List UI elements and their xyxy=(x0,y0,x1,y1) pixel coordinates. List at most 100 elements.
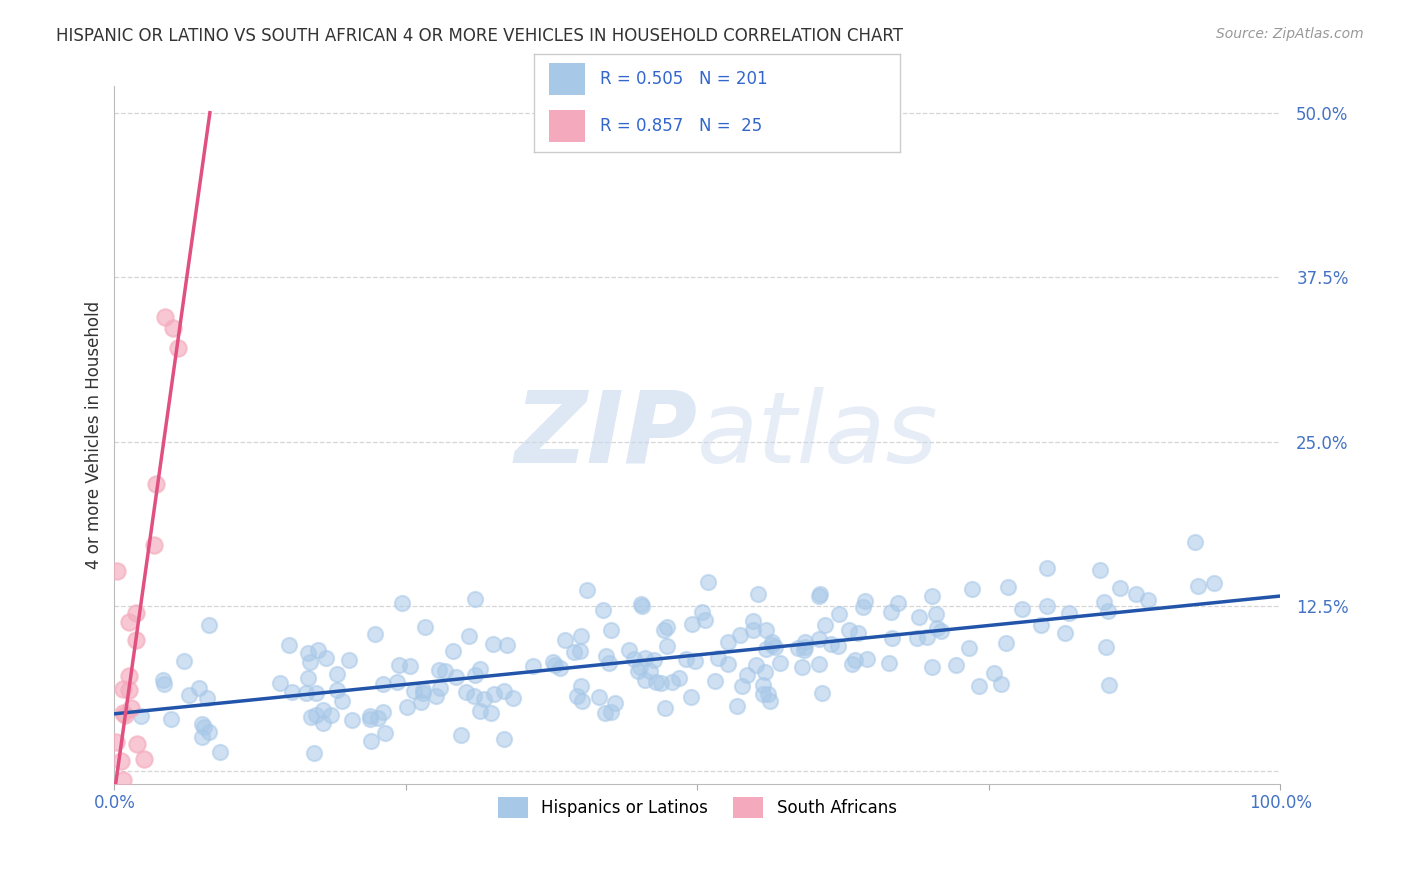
Point xyxy=(810,685,832,699)
Point xyxy=(761,635,783,649)
Point xyxy=(402,684,425,698)
Point xyxy=(924,607,946,621)
Point xyxy=(605,696,627,710)
Point xyxy=(330,694,353,708)
Point xyxy=(1098,678,1121,692)
Point xyxy=(619,643,641,657)
Point xyxy=(131,709,153,723)
Point xyxy=(807,632,830,647)
Point xyxy=(630,599,652,613)
Point xyxy=(297,671,319,685)
Point xyxy=(118,669,141,683)
Point xyxy=(1187,579,1209,593)
Point xyxy=(412,686,434,700)
Point xyxy=(880,605,903,619)
Point xyxy=(668,671,690,685)
Point xyxy=(209,745,232,759)
Point xyxy=(693,613,716,627)
Point xyxy=(277,638,299,652)
Point xyxy=(638,664,661,678)
Point xyxy=(623,652,645,666)
Point xyxy=(697,575,720,590)
Point xyxy=(690,605,713,619)
Point xyxy=(1136,593,1159,607)
Point xyxy=(134,752,156,766)
Point xyxy=(412,683,434,698)
Point xyxy=(730,628,752,642)
Point xyxy=(794,635,817,649)
Point xyxy=(299,710,322,724)
Point xyxy=(907,610,929,624)
Point xyxy=(481,637,503,651)
Point xyxy=(297,646,319,660)
Point xyxy=(427,664,450,678)
Point xyxy=(464,591,486,606)
Point xyxy=(162,321,184,335)
Point xyxy=(652,623,675,637)
Point xyxy=(425,689,447,703)
Point xyxy=(820,638,842,652)
Point xyxy=(197,617,219,632)
Point xyxy=(588,690,610,705)
Point xyxy=(110,754,132,768)
Point xyxy=(735,668,758,682)
Point xyxy=(856,652,879,666)
Point xyxy=(441,643,464,657)
Point xyxy=(371,677,394,691)
Point xyxy=(399,659,422,673)
Point xyxy=(905,631,928,645)
Point xyxy=(195,691,218,706)
Point xyxy=(742,624,765,638)
Text: R = 0.505   N = 201: R = 0.505 N = 201 xyxy=(600,70,768,88)
Point xyxy=(1097,603,1119,617)
Point xyxy=(193,720,215,734)
Point xyxy=(758,694,780,708)
Point xyxy=(105,789,128,804)
Point xyxy=(683,654,706,668)
Point xyxy=(769,657,792,671)
Point xyxy=(472,691,495,706)
Point xyxy=(1011,602,1033,616)
Point xyxy=(592,603,614,617)
Point xyxy=(675,652,697,666)
Point xyxy=(153,310,176,324)
Point xyxy=(983,665,1005,680)
Point xyxy=(763,640,786,654)
Point xyxy=(374,726,396,740)
Point xyxy=(188,681,211,695)
Point xyxy=(1088,563,1111,577)
Point xyxy=(1094,640,1116,655)
Point xyxy=(994,636,1017,650)
Point xyxy=(522,658,544,673)
Point xyxy=(752,678,775,692)
Point xyxy=(548,661,571,675)
Point xyxy=(339,653,361,667)
Point xyxy=(650,676,672,690)
Point xyxy=(654,700,676,714)
Text: R = 0.857   N =  25: R = 0.857 N = 25 xyxy=(600,117,762,135)
Point xyxy=(319,708,342,723)
Point xyxy=(790,659,813,673)
Point xyxy=(434,665,457,679)
Point xyxy=(395,699,418,714)
Point xyxy=(413,620,436,634)
Point xyxy=(281,684,304,698)
Point xyxy=(411,696,433,710)
Point xyxy=(494,683,516,698)
Text: HISPANIC OR LATINO VS SOUTH AFRICAN 4 OR MORE VEHICLES IN HOUSEHOLD CORRELATION : HISPANIC OR LATINO VS SOUTH AFRICAN 4 OR… xyxy=(56,27,903,45)
Point xyxy=(326,667,349,681)
Point xyxy=(704,674,727,689)
Point xyxy=(1109,582,1132,596)
Point xyxy=(371,705,394,719)
Point xyxy=(827,639,849,653)
Point xyxy=(342,713,364,727)
Point xyxy=(125,632,148,647)
Point xyxy=(294,686,316,700)
Point xyxy=(450,728,472,742)
Point xyxy=(191,716,214,731)
Point xyxy=(569,679,592,693)
Point xyxy=(731,679,754,693)
Point xyxy=(360,734,382,748)
Point xyxy=(564,645,586,659)
Point xyxy=(838,624,860,638)
